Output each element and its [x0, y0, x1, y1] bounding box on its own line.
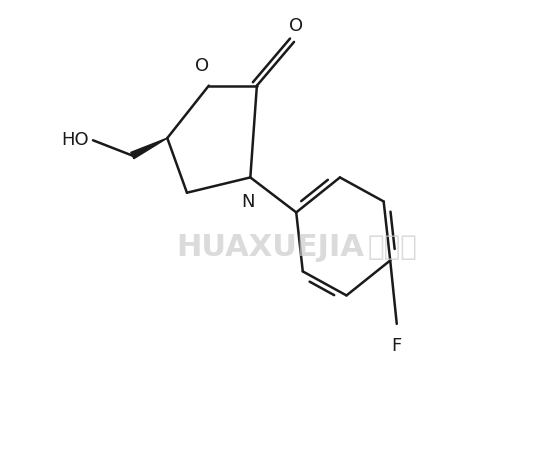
- Text: O: O: [195, 57, 210, 75]
- Text: F: F: [392, 337, 402, 355]
- Text: HO: HO: [61, 131, 89, 149]
- Text: 化学加: 化学加: [367, 233, 417, 262]
- Text: HUAXUEJIA: HUAXUEJIA: [176, 233, 364, 262]
- Text: N: N: [241, 193, 255, 211]
- Text: O: O: [289, 17, 303, 35]
- Polygon shape: [131, 138, 167, 159]
